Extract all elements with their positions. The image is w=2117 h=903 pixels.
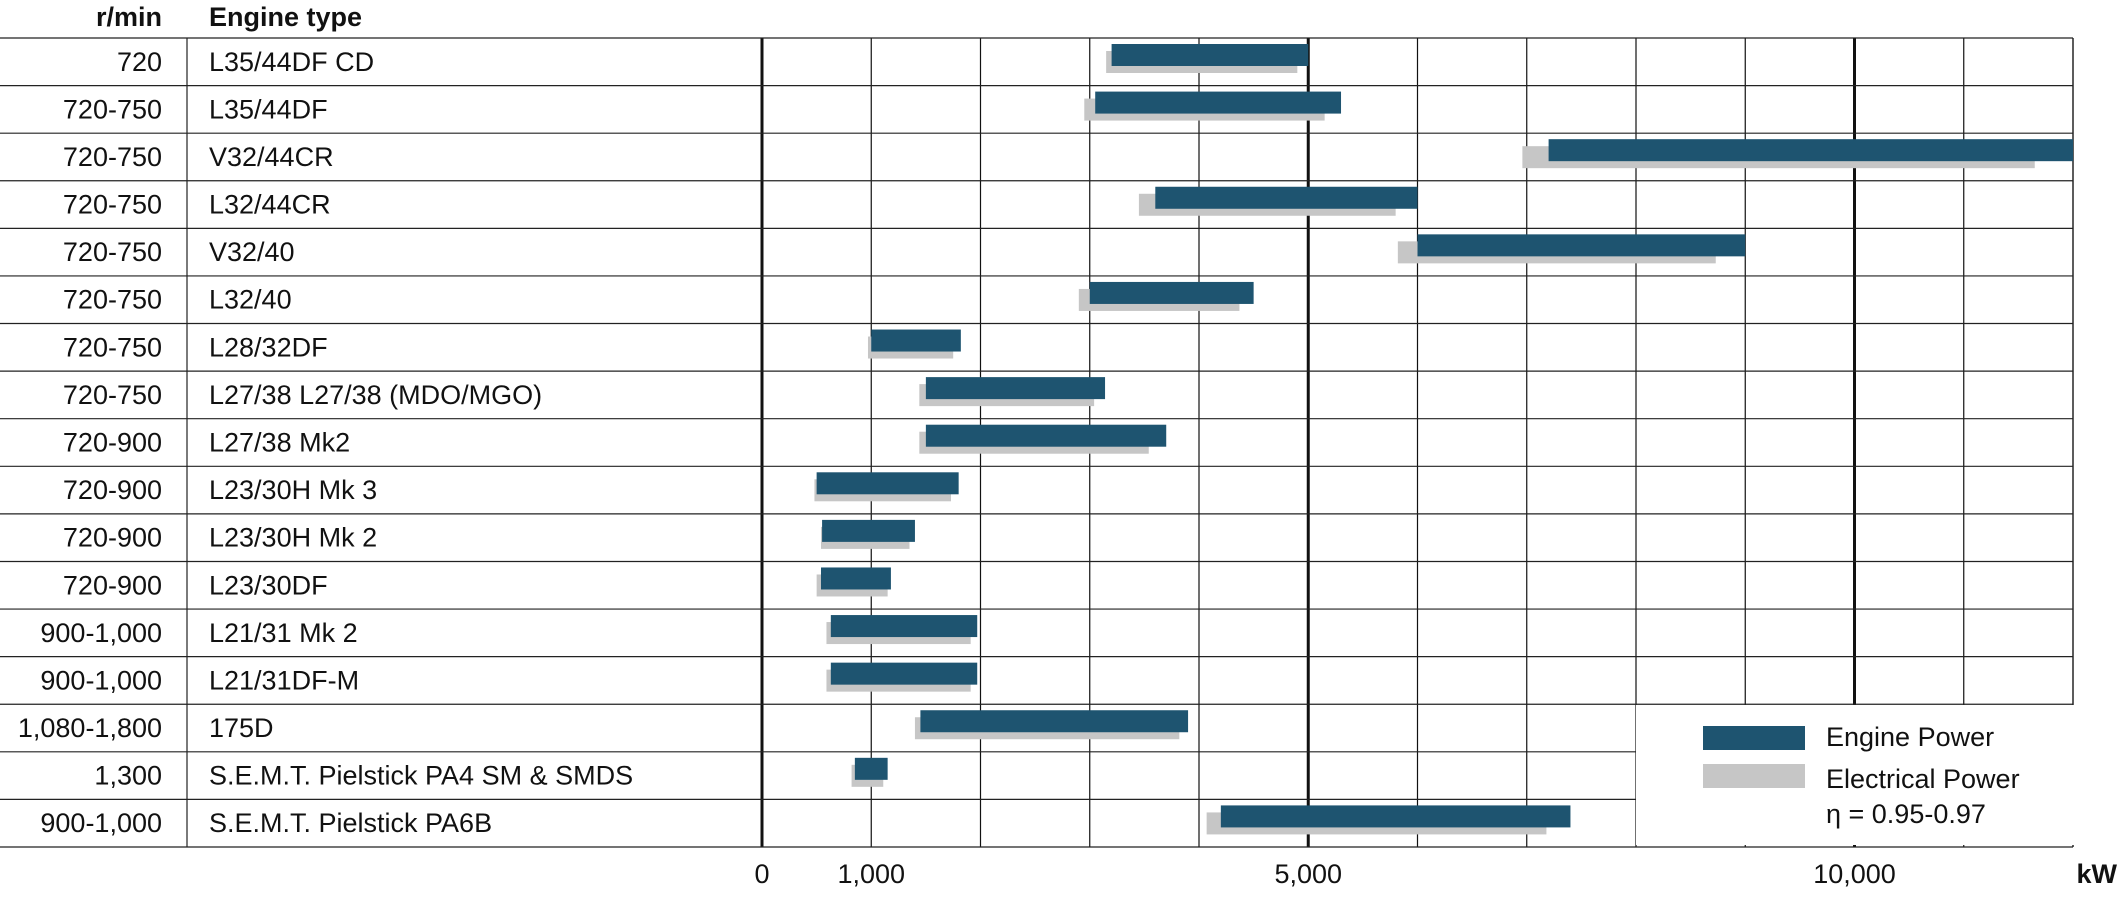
- bar-engine-power: [830, 615, 978, 638]
- header-rpm: r/min: [96, 2, 162, 32]
- row-rpm: 720: [117, 47, 162, 77]
- bar-engine-power: [1417, 234, 1746, 257]
- x-tick-label: 0: [754, 859, 769, 889]
- legend-engine-label: Engine Power: [1826, 722, 1994, 752]
- row-engine-type: V32/44CR: [209, 142, 334, 172]
- row-engine-type: L23/30H Mk 2: [209, 523, 377, 553]
- row-engine-type: L32/40: [209, 285, 292, 315]
- row-engine-type: V32/40: [209, 237, 295, 267]
- row-rpm: 1,080-1,800: [18, 713, 162, 743]
- row-engine-type: L27/38 L27/38 (MDO/MGO): [209, 380, 542, 410]
- bar-engine-power: [925, 424, 1167, 447]
- row-rpm: 720-750: [63, 142, 162, 172]
- legend-efficiency-note: η = 0.95-0.97: [1826, 799, 1986, 829]
- bar-engine-power: [854, 757, 888, 780]
- legend-engine-swatch: [1703, 726, 1805, 750]
- row-engine-type: L35/44DF CD: [209, 47, 374, 77]
- bar-engine-power: [1155, 186, 1418, 209]
- row-rpm: 720-750: [63, 332, 162, 362]
- row-engine-type: L21/31DF-M: [209, 665, 359, 695]
- row-rpm: 720-900: [63, 428, 162, 458]
- x-tick-label: 5,000: [1274, 859, 1342, 889]
- row-rpm: 720-750: [63, 285, 162, 315]
- table-rows: 720 L35/44DF CD 720-750 L35/44DF 720-750 V32/…: [0, 37, 2073, 848]
- row-rpm: 720-750: [63, 380, 162, 410]
- row-rpm: 720-750: [63, 237, 162, 267]
- row-rpm: 720-900: [63, 475, 162, 505]
- legend-electrical-swatch: [1703, 764, 1805, 788]
- bar-engine-power: [820, 567, 891, 590]
- row-engine-type: S.E.M.T. Pielstick PA4 SM & SMDS: [209, 761, 633, 791]
- row-engine-type: L35/44DF: [209, 94, 328, 124]
- x-axis-ticks: 0 1,000 5,000 10,000: [754, 859, 1895, 889]
- row-rpm: 720-900: [63, 523, 162, 553]
- bar-engine-power: [1220, 805, 1571, 828]
- bar-engine-power: [920, 710, 1189, 733]
- row-rpm: 900-1,000: [40, 808, 162, 838]
- row-rpm: 720-750: [63, 190, 162, 220]
- bar-engine-power: [1089, 281, 1254, 304]
- row-engine-type: L21/31 Mk 2: [209, 618, 358, 648]
- row-rpm: 720-900: [63, 570, 162, 600]
- bar-engine-power: [1548, 139, 2073, 162]
- bar-engine-power: [822, 519, 915, 542]
- row-engine-type: L23/30DF: [209, 570, 328, 600]
- row-rpm: 1,300: [94, 761, 162, 791]
- x-tick-label: 1,000: [837, 859, 905, 889]
- bar-engine-power: [830, 662, 978, 685]
- bar-engine-power: [925, 377, 1106, 400]
- row-engine-type: L32/44CR: [209, 190, 331, 220]
- legend-electrical-label: Electrical Power: [1826, 764, 2020, 794]
- bar-engine-power: [816, 472, 959, 495]
- x-tick-label: 10,000: [1813, 859, 1896, 889]
- row-engine-type: L27/38 Mk2: [209, 428, 350, 458]
- legend: Engine Power Electrical Power η = 0.95-0…: [1636, 705, 2074, 845]
- row-engine-type: 175D: [209, 713, 274, 743]
- row-engine-type: L28/32DF: [209, 332, 328, 362]
- row-rpm: 720-750: [63, 94, 162, 124]
- bar-engine-power: [1111, 44, 1309, 66]
- row-engine-type: S.E.M.T. Pielstick PA6B: [209, 808, 492, 838]
- header-engine-type: Engine type: [209, 2, 362, 32]
- row-rpm: 900-1,000: [40, 618, 162, 648]
- x-axis-unit: kW: [2077, 859, 2117, 889]
- bars: [814, 44, 2073, 835]
- row-rpm: 900-1,000: [40, 665, 162, 695]
- bar-engine-power: [1095, 91, 1342, 114]
- bar-engine-power: [871, 329, 961, 352]
- row-engine-type: L23/30H Mk 3: [209, 475, 377, 505]
